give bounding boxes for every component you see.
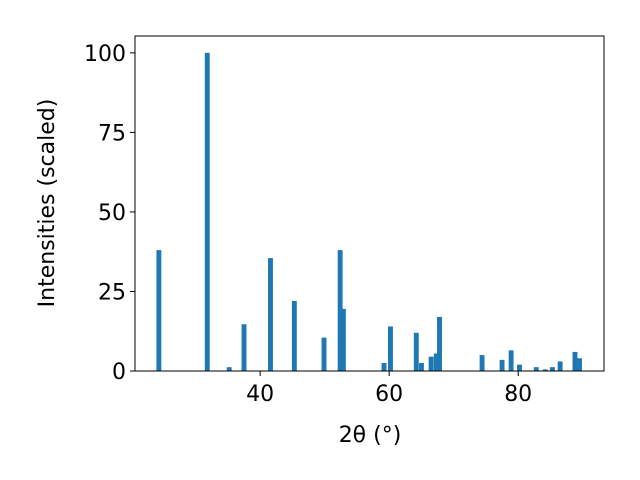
bar [226, 367, 232, 371]
bar [577, 358, 582, 371]
bar [291, 301, 297, 371]
y-tick-label: 50 [98, 201, 126, 226]
y-tick-label: 100 [84, 42, 126, 67]
bar [204, 52, 210, 371]
bar [241, 324, 247, 371]
bar [542, 369, 548, 371]
bar [508, 350, 514, 371]
y-tick-label: 0 [112, 360, 126, 385]
bar [433, 353, 439, 371]
y-tick-label: 25 [98, 280, 126, 305]
bar [381, 363, 387, 371]
bar [533, 367, 539, 371]
bar [388, 326, 393, 371]
bar [340, 308, 346, 371]
bar [437, 316, 442, 371]
bar [321, 337, 327, 371]
bar [549, 367, 555, 371]
bar [557, 361, 563, 371]
y-axis-label: Intensities (scaled) [35, 99, 60, 308]
bar [428, 356, 434, 371]
x-tick-label: 60 [375, 382, 403, 407]
x-tick-label: 40 [246, 382, 274, 407]
bar [268, 258, 273, 371]
bar [418, 363, 424, 371]
bar [156, 250, 162, 371]
bar [337, 250, 343, 371]
bar [572, 351, 578, 371]
bar [517, 364, 522, 371]
bar [499, 359, 505, 371]
y-tick-label: 75 [98, 121, 126, 146]
x-tick-label: 80 [504, 382, 532, 407]
bar [413, 332, 419, 371]
bar [479, 355, 485, 371]
x-axis-label: 2θ (°) [339, 423, 402, 448]
plot-frame [134, 35, 605, 372]
